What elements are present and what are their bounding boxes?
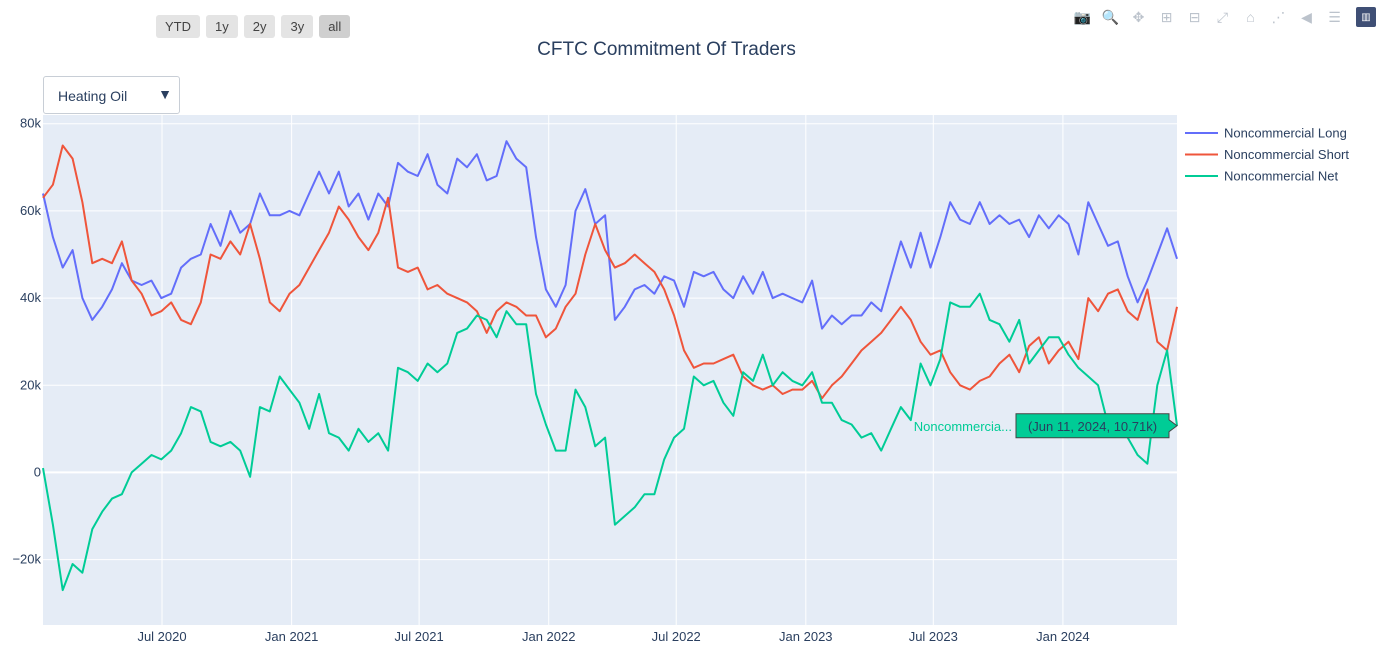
plot-background (43, 115, 1177, 625)
hover-tooltip-text: (Jun 11, 2024, 10.71k) (1028, 419, 1157, 434)
hover-tooltip-box (1015, 413, 1178, 439)
zoom-in-icon[interactable]: ⊞ (1160, 8, 1173, 25)
x-tick-label: Jul 2021 (395, 629, 444, 644)
series-line-noncommercial-long[interactable] (42, 140, 1178, 330)
hover-closest-icon[interactable]: ◀ (1301, 8, 1312, 25)
range-button-all[interactable]: all (319, 15, 351, 38)
legend-item-label[interactable]: Noncommercial Short (1224, 147, 1349, 162)
autoscale-icon[interactable]: ⤢ (1216, 8, 1229, 25)
camera-icon[interactable]: 📷 (1073, 8, 1092, 25)
range-button-1y[interactable]: 1y (206, 15, 238, 38)
triangle-down-icon: ▼ (158, 86, 172, 102)
range-button-3y[interactable]: 3y (281, 15, 314, 38)
series-line-noncommercial-short[interactable] (42, 144, 1178, 400)
y-tick-label: 20k (20, 377, 41, 392)
spike-lines-icon[interactable]: ⋰ (1271, 8, 1286, 25)
modebar: 📷 🔍 ✥ ⊞ ⊟ ⤢ ⌂ ⋰ ◀ ☰ ▥ (1070, 6, 1376, 28)
pan-icon[interactable]: ✥ (1132, 8, 1145, 25)
y-tick-label: 40k (20, 290, 41, 305)
y-tick-label: 0 (34, 464, 41, 479)
hover-compare-icon[interactable]: ☰ (1328, 8, 1341, 25)
zoom-icon[interactable]: 🔍 (1101, 8, 1120, 25)
reset-axes-icon[interactable]: ⌂ (1246, 9, 1255, 25)
y-tick-label: −20k (12, 552, 41, 567)
x-tick-label: Jan 2021 (265, 629, 319, 644)
x-tick-label: Jul 2023 (909, 629, 958, 644)
dropdown-value: Heating Oil (58, 88, 128, 104)
plotly-logo-icon[interactable]: ▥ (1356, 7, 1376, 27)
zoom-out-icon[interactable]: ⊟ (1188, 8, 1201, 25)
x-tick-label: Jan 2023 (779, 629, 833, 644)
hover-series-label: Noncommercia... (914, 419, 1012, 434)
range-button-2y[interactable]: 2y (243, 15, 276, 38)
legend-item-label[interactable]: Noncommercial Net (1224, 169, 1339, 184)
legend-item-label[interactable]: Noncommercial Long (1224, 126, 1347, 141)
y-tick-label: 60k (20, 203, 41, 218)
range-selector: YTD 1y 2y 3y all (156, 15, 351, 38)
x-tick-label: Jan 2024 (1036, 629, 1090, 644)
x-tick-label: Jul 2022 (652, 629, 701, 644)
y-tick-label: 80k (20, 116, 41, 131)
x-tick-label: Jan 2022 (522, 629, 576, 644)
x-tick-label: Jul 2020 (137, 629, 186, 644)
range-button-ytd[interactable]: YTD (156, 15, 200, 38)
commodity-dropdown[interactable]: Heating Oil ▼ (43, 76, 180, 114)
chart-title: CFTC Commitment Of Traders (537, 39, 796, 60)
series-line-noncommercial-net[interactable] (42, 292, 1178, 592)
